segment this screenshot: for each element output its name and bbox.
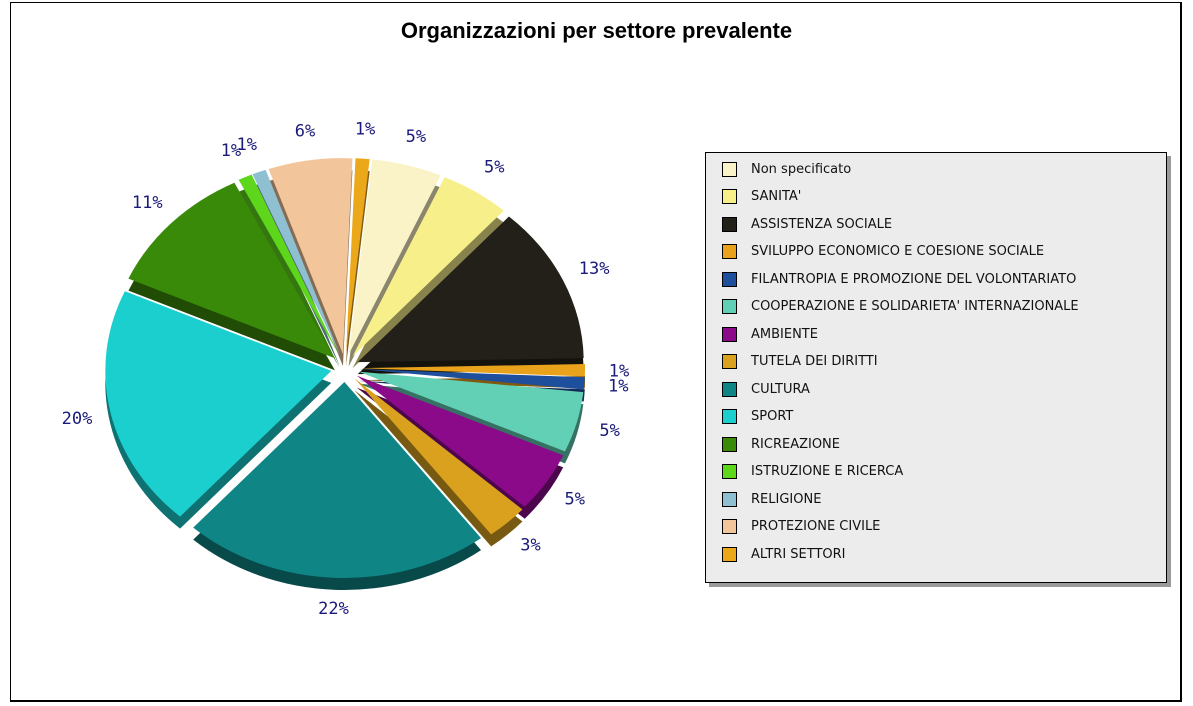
legend-swatch: [722, 299, 737, 314]
legend-item: TUTELA DEI DIRITTI: [722, 350, 878, 374]
legend-item: ISTRUZIONE E RICERCA: [722, 460, 903, 484]
legend-item: AMBIENTE: [722, 322, 818, 346]
legend-swatch: [722, 519, 737, 534]
legend-label: CULTURA: [751, 381, 810, 397]
chart-title: Organizzazioni per settore prevalente: [400, 18, 793, 43]
legend-label: RELIGIONE: [751, 491, 822, 507]
pie-slice-8: [354, 378, 523, 535]
legend-label: PROTEZIONE CIVILE: [751, 519, 881, 534]
legend-swatch: [722, 354, 737, 369]
legend-swatch: [722, 271, 737, 287]
pie-slice-5: [358, 369, 585, 390]
legend-label: SANITA': [751, 189, 802, 204]
legend-swatch: [722, 409, 737, 424]
pie-value-label-13: 1%: [237, 135, 257, 155]
legend-label: ISTRUZIONE E RICERCA: [751, 464, 904, 479]
legend-item: ALTRI SETTORI: [722, 542, 846, 566]
pie-value-label-11: 11%: [132, 193, 163, 213]
legend-label: ASSISTENZA SOCIALE: [751, 216, 893, 232]
pie-slice-7: [356, 375, 564, 507]
legend-item: Non specificato: [722, 157, 851, 181]
pie-value-labels: 5%5%13%1%1%5%5%3%22%20%11%1%1%6% 1%: [62, 120, 630, 619]
pie-slice-11: [128, 182, 335, 359]
legend-label: RICREAZIONE: [751, 436, 840, 452]
pie-value-label-15: 1%: [355, 120, 375, 140]
pie-slice-12: [238, 174, 340, 356]
legend-swatch: [722, 546, 737, 562]
legend-swatch: [722, 161, 737, 177]
pie-slice-9: [193, 381, 482, 578]
legend-swatch: [722, 189, 737, 204]
legend-item: COOPERAZIONE E SOLIDARIETA' INTERNAZIONA…: [722, 295, 1079, 319]
pie-slice-10: [105, 291, 332, 517]
legend-label: AMBIENTE: [751, 326, 818, 342]
legend-swatch: [722, 244, 737, 259]
legend-label: TUTELA DEI DIRITTI: [751, 354, 878, 369]
pie-slice-side-15: [346, 170, 370, 367]
legend-swatch: [722, 326, 737, 342]
legend-swatch: [722, 464, 737, 479]
pie-slice-14: [268, 158, 353, 355]
legend-item: CULTURA: [722, 377, 810, 401]
pie-slice-4: [358, 364, 585, 377]
legend-swatch: [722, 436, 737, 452]
pie-value-label-4: 1%: [609, 362, 629, 382]
pie-value-label-14: 6%: [295, 122, 315, 142]
legend-label: COOPERAZIONE E SOLIDARIETA' INTERNAZIONA…: [751, 299, 1079, 314]
pie-value-label-12: 1%: [221, 141, 241, 161]
legend-swatch: [722, 216, 737, 232]
chart-legend: Non specificato SANITA' ASSISTENZA SOCIALE…: [705, 152, 1167, 583]
pie-slice-2: [352, 177, 504, 357]
legend-item: SANITA': [722, 185, 801, 209]
legend-item: FILANTROPIA E PROMOZIONE DEL VOLONTARIAT…: [722, 267, 1076, 291]
legend-label: ALTRI SETTORI: [751, 546, 846, 562]
legend-item: PROTEZIONE CIVILE: [722, 515, 880, 539]
pie-value-label-1: 5%: [406, 127, 426, 147]
pie-value-label-7: 5%: [565, 490, 585, 510]
legend-item: SPORT: [722, 405, 793, 429]
legend-label: FILANTROPIA E PROMOZIONE DEL VOLONTARIAT…: [751, 271, 1077, 287]
legend-swatch: [722, 491, 737, 507]
legend-item: SVILUPPO ECONOMICO E COESIONE SOCIALE: [722, 240, 1044, 264]
legend-label: Non specificato: [751, 161, 852, 177]
pie-value-label-10: 20%: [62, 409, 93, 429]
pie-value-label-9: 22%: [318, 599, 349, 619]
legend-item: RICREAZIONE: [722, 432, 840, 456]
legend-label: SPORT: [751, 409, 794, 424]
pie-slices: [105, 158, 585, 590]
pie-slice-3: [357, 216, 584, 363]
pie-slice-13: [252, 169, 340, 355]
pie-value-label-2: 5%: [484, 158, 504, 178]
pie-slice-6: [358, 371, 584, 452]
legend-label: SVILUPPO ECONOMICO E COESIONE SOCIALE: [751, 244, 1045, 259]
pie-slice-15: [346, 158, 370, 355]
pie-value-label-8: 3%: [520, 536, 540, 556]
legend-item: ASSISTENZA SOCIALE: [722, 212, 892, 236]
pie-value-label-6: 5%: [599, 421, 619, 441]
pie-value-label-3: 13%: [579, 259, 610, 279]
pie-slice-1: [348, 159, 441, 355]
legend-item: RELIGIONE: [722, 487, 821, 511]
legend-swatch: [722, 381, 737, 397]
pie-value-label-5: 1%: [608, 377, 628, 397]
